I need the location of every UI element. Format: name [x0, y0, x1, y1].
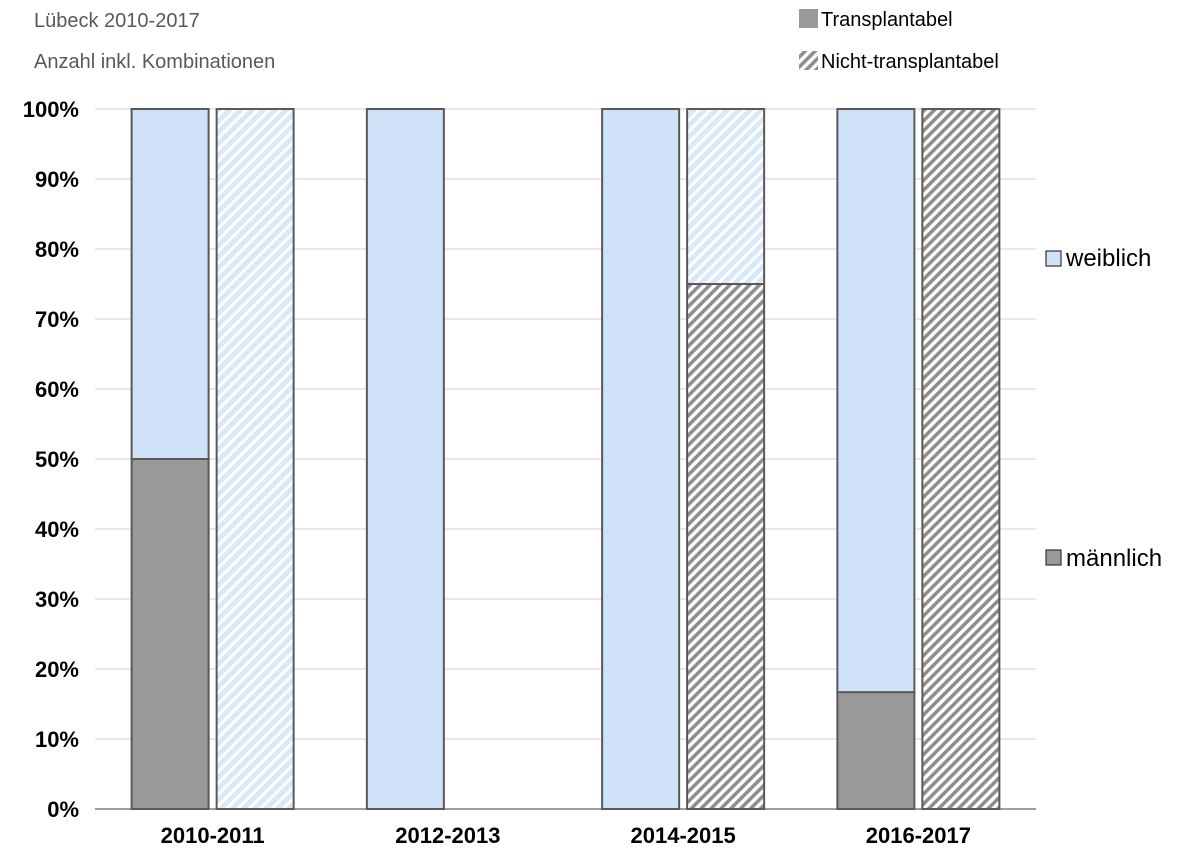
chart-title: Lübeck 2010-2017	[34, 10, 200, 32]
y-tick-label: 60%	[35, 377, 79, 402]
group-legend: Transplantabel Nicht-transplantabel	[799, 9, 999, 73]
x-category-label: 2012-2013	[395, 823, 500, 848]
x-category-label: 2014-2015	[631, 823, 736, 848]
bar-weiblich-Nicht-transplantabel-2010-2011	[215, 108, 295, 810]
legend-label-weiblich: weiblich	[1065, 245, 1151, 272]
legend-label-maennlich: männlich	[1066, 545, 1162, 572]
y-tick-label: 10%	[35, 727, 79, 752]
y-tick-label: 100%	[23, 97, 79, 122]
bar-männlich-Transplantabel-2016-2017	[836, 691, 916, 810]
bar-weiblich-Transplantabel-2014-2015	[601, 108, 681, 810]
y-tick-label: 20%	[35, 657, 79, 682]
y-tick-label: 40%	[35, 517, 79, 542]
chart-subtitle: Anzahl inkl. Kombinationen	[34, 51, 275, 73]
y-tick-label: 70%	[35, 307, 79, 332]
y-tick-label: 0%	[47, 797, 79, 822]
legend-swatch-maennlich	[1045, 549, 1062, 566]
series-legend: weiblich männlich	[1045, 245, 1162, 572]
y-tick-label: 90%	[35, 167, 79, 192]
legend-swatch-weiblich	[1045, 250, 1062, 267]
bar-männlich-Nicht-transplantabel-2014-2015	[686, 283, 766, 810]
bar-weiblich-Transplantabel-2016-2017	[836, 108, 916, 694]
bars	[130, 108, 1001, 810]
legend-label-transplantabel: Transplantabel	[821, 9, 953, 31]
bar-männlich-Nicht-transplantabel-2016-2017	[921, 108, 1001, 810]
x-category-label: 2010-2011	[161, 823, 265, 848]
y-tick-label: 30%	[35, 587, 79, 612]
y-axis-ticks: 0% 10% 20% 30% 40% 50% 60% 70% 80% 90% 100%	[23, 97, 79, 822]
y-tick-label: 50%	[35, 447, 79, 472]
legend-swatch-transplantabel	[799, 9, 818, 28]
x-axis-categories: 2010-2011 2012-2013 2014-2015 2016-2017	[161, 823, 971, 848]
bar-weiblich-Transplantabel-2012-2013	[365, 108, 445, 810]
bar-weiblich-Nicht-transplantabel-2014-2015	[686, 108, 766, 285]
y-tick-label: 80%	[35, 237, 79, 262]
x-category-label: 2016-2017	[866, 823, 971, 848]
bar-männlich-Transplantabel-2010-2011	[130, 458, 210, 810]
bar-weiblich-Transplantabel-2010-2011	[130, 108, 210, 460]
legend-swatch-nicht-transplantabel	[799, 51, 818, 70]
legend-label-nicht-transplantabel: Nicht-transplantabel	[821, 51, 999, 73]
